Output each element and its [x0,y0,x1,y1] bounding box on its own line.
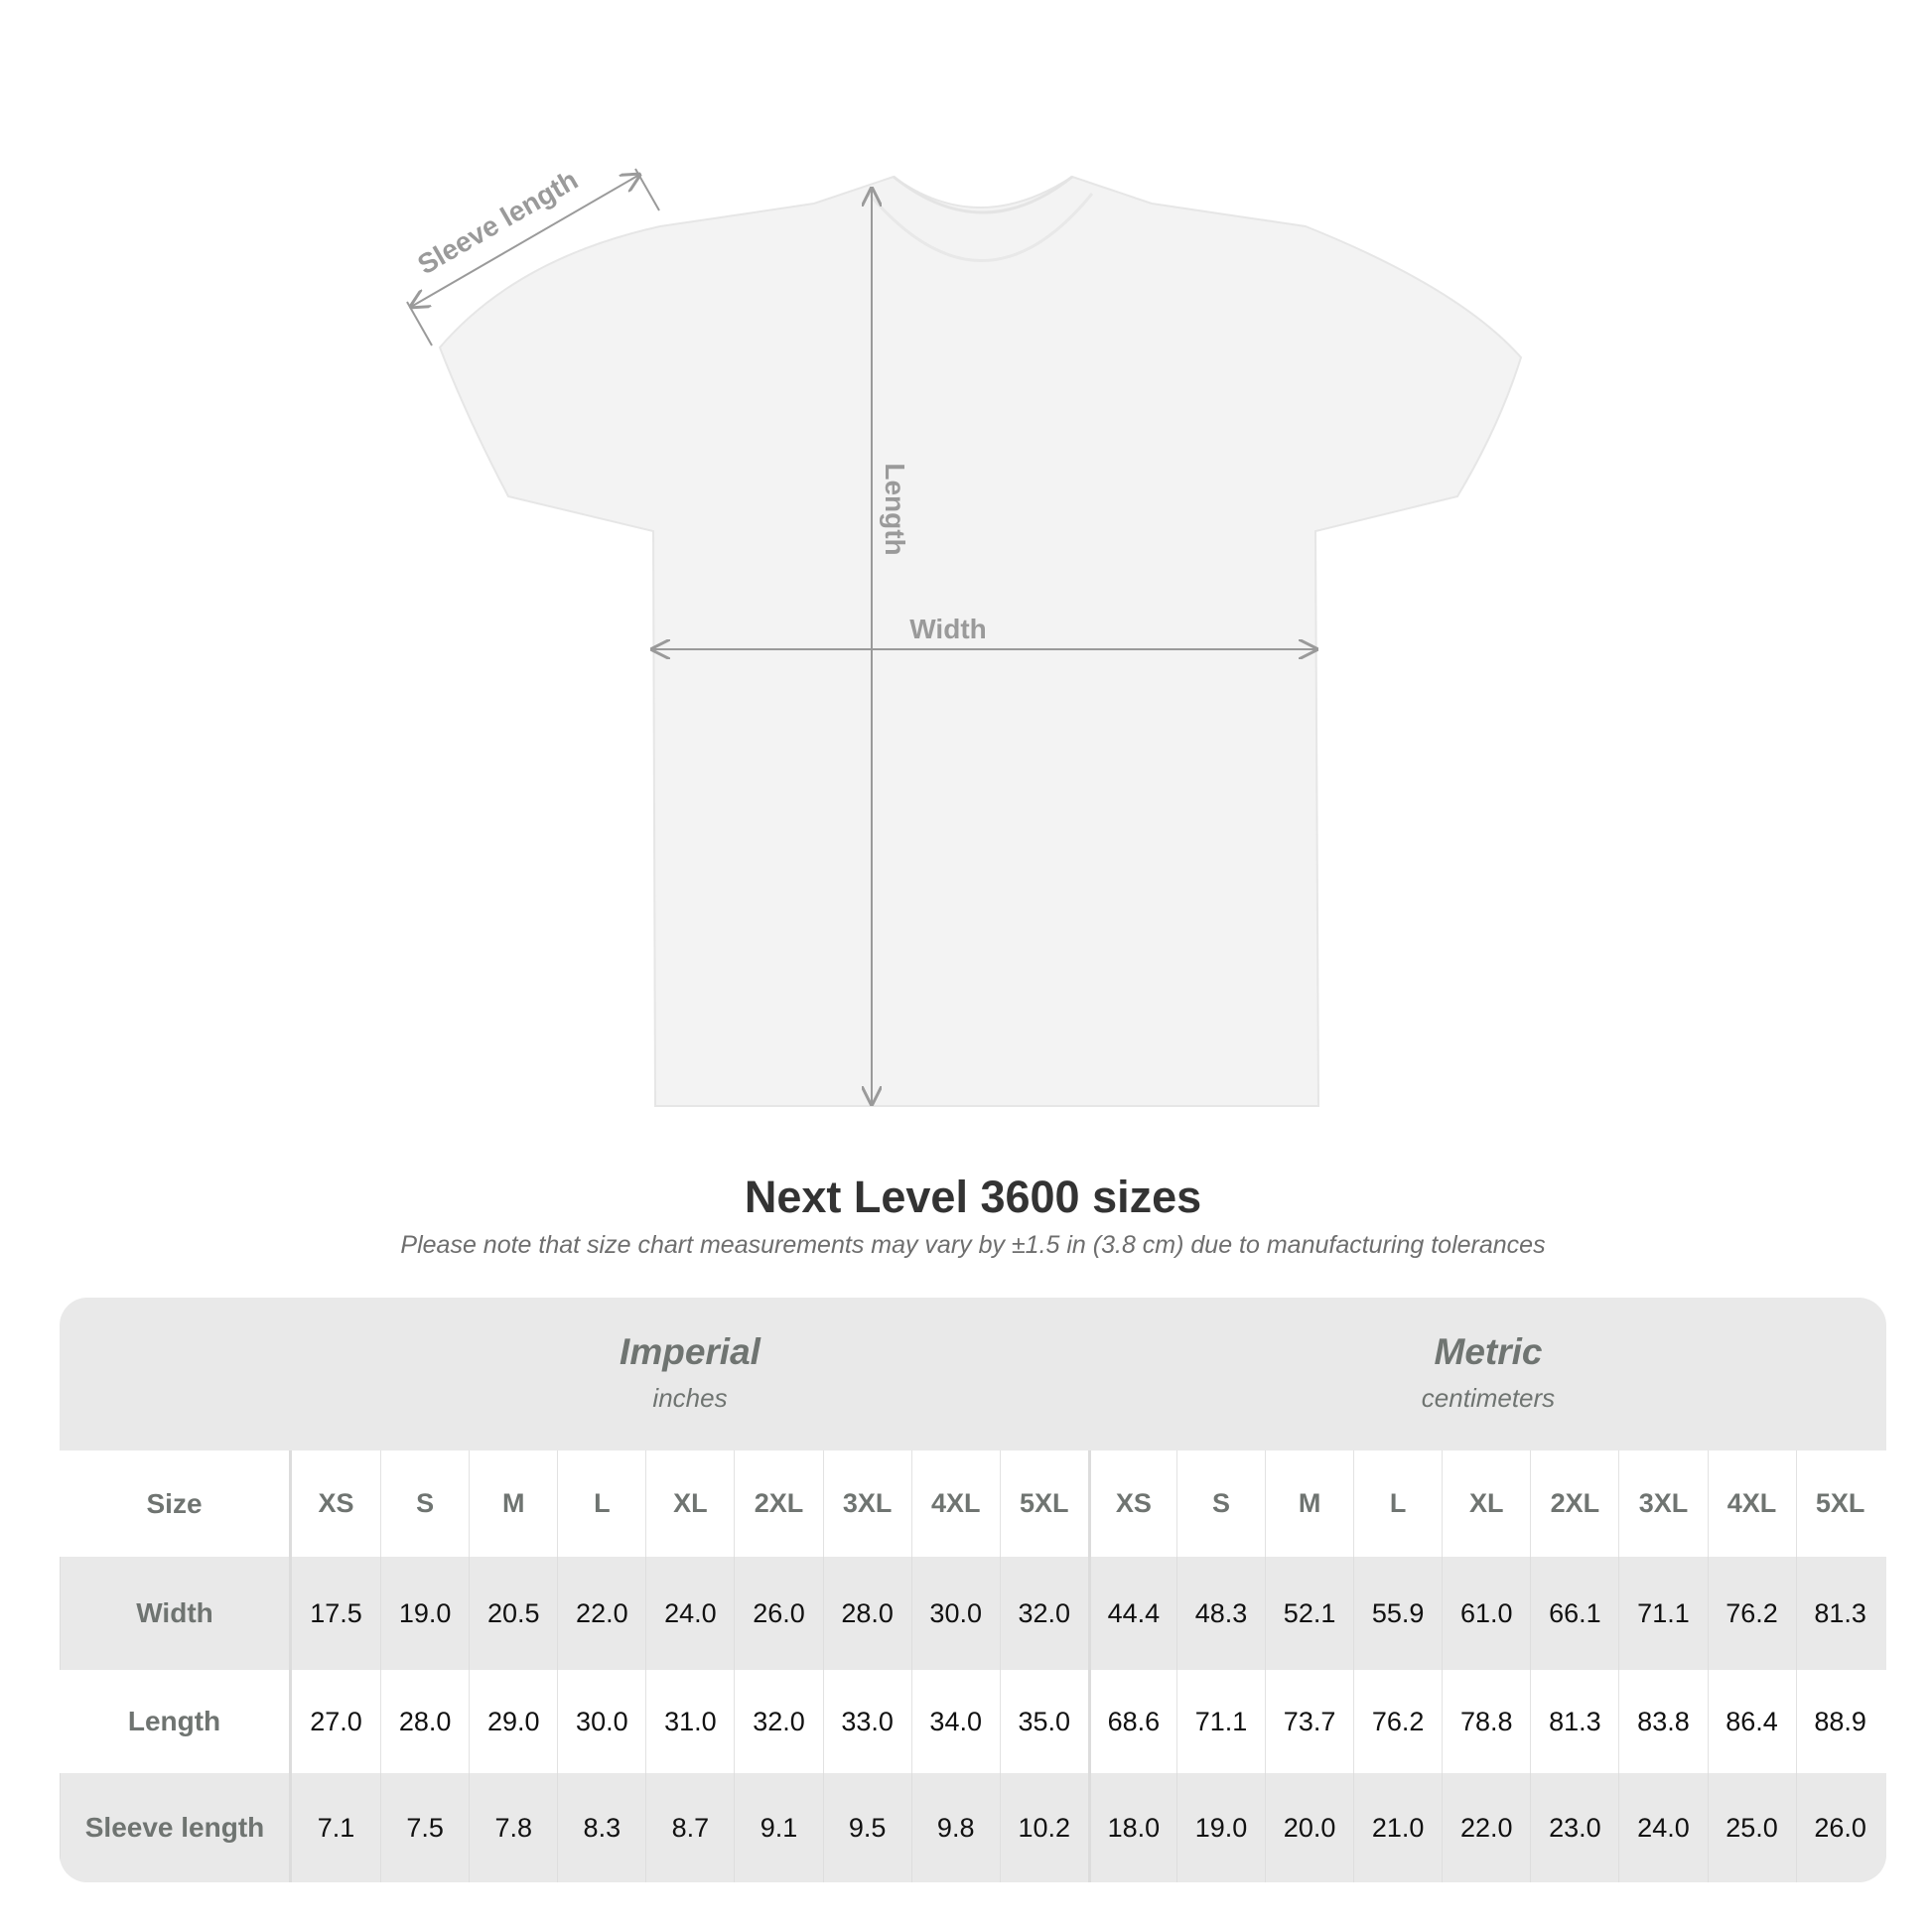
metric-value-cell: 81.3 [1530,1670,1618,1773]
imperial-value-cell: 24.0 [645,1557,734,1670]
table-row: Width 17.5 19.0 20.5 22.0 24.0 26.0 28.0 30.0 32.… [60,1557,1886,1670]
imperial-size-header: L [557,1450,645,1557]
imperial-size-header: 5XL [999,1450,1088,1557]
metric-size-header: XL [1442,1450,1530,1557]
imperial-size-header: XS [318,1488,354,1518]
imperial-unit: inches [652,1383,728,1413]
metric-title: Metric [1434,1331,1543,1372]
imperial-size-header: XL [645,1450,734,1557]
imperial-value-cell: 8.3 [557,1773,645,1882]
imperial-value-cell: 8.7 [645,1773,734,1882]
imperial-value-cell: 7.5 [380,1773,469,1882]
imperial-value-cell: 9.5 [822,1773,911,1882]
metric-value-cell: 48.3 [1175,1557,1265,1670]
imperial-value-cell: 26.0 [734,1557,822,1670]
row-label: Width [60,1557,292,1670]
imperial-value-cell: 7.8 [469,1773,557,1882]
imperial-size-header: S [380,1450,469,1557]
metric-value-cell: 55.9 [1353,1557,1442,1670]
length-label: Length [880,463,910,555]
metric-value-cell: 86.4 [1707,1670,1796,1773]
imperial-value-cell: 30.0 [557,1670,645,1773]
metric-value-cell: 44.4 [1087,1557,1176,1670]
imperial-title: Imperial [620,1331,760,1372]
metric-value-cell: 76.2 [1353,1670,1442,1773]
tolerance-note: Please note that size chart measurements… [400,1231,1546,1259]
metric-value-cell: 23.0 [1530,1773,1618,1882]
imperial-value-cell: 19.0 [380,1557,469,1670]
imperial-value-cell: 9.8 [910,1773,1000,1882]
page-title: Next Level 3600 sizes [744,1172,1202,1222]
metric-size-header: 3XL [1618,1450,1707,1557]
metric-value-cell: 24.0 [1618,1773,1707,1882]
imperial-size-header: 2XL [734,1450,822,1557]
imperial-value-cell: 29.0 [469,1670,557,1773]
metric-value-cell: 61.0 [1442,1557,1530,1670]
metric-size-header: 4XL [1707,1450,1796,1557]
imperial-value-cell: 32.0 [734,1670,822,1773]
imperial-value-cell: 30.0 [910,1557,1000,1670]
imperial-value-cell: 7.1 [317,1812,355,1843]
metric-value-cell: 22.0 [1442,1773,1530,1882]
metric-value-cell: 20.0 [1265,1773,1353,1882]
row-label: Sleeve length [60,1773,292,1882]
metric-value-cell: 66.1 [1530,1557,1618,1670]
size-header-row: Size XS S M L XL 2XL 3XL 4XL 5XL XS S M L XL 2XL 3XL 4XL 5… [60,1450,1886,1557]
row-label: Size [60,1450,292,1557]
metric-value-cell: 21.0 [1353,1773,1442,1882]
metric-size-header: M [1265,1450,1353,1557]
table-row: Sleeve length 7.1 7.5 7.8 8.3 8.7 9.1 9.5 9.8 10.… [60,1773,1886,1882]
imperial-value-cell: 28.0 [380,1670,469,1773]
metric-value-cell: 71.1 [1175,1670,1265,1773]
imperial-value-cell: 33.0 [822,1670,911,1773]
imperial-value-cell: 27.0 [310,1706,362,1736]
metric-value-cell: 83.8 [1618,1670,1707,1773]
imperial-value-cell: 20.5 [469,1557,557,1670]
metric-value-cell: 81.3 [1795,1557,1884,1670]
metric-value-cell: 78.8 [1442,1670,1530,1773]
sleeve-arrow [411,175,639,307]
metric-header: Metric centimeters [1090,1298,1886,1450]
size-table: Imperial inches Metric centimeters Size X… [60,1298,1886,1882]
metric-value-cell: 71.1 [1618,1557,1707,1670]
imperial-value-cell: 35.0 [999,1670,1088,1773]
metric-value-cell: 73.7 [1265,1670,1353,1773]
metric-size-header: 2XL [1530,1450,1618,1557]
metric-value-cell: 68.6 [1087,1670,1176,1773]
metric-value-cell: 25.0 [1707,1773,1796,1882]
metric-value-cell: 19.0 [1175,1773,1265,1882]
table-row: Length 27.0 28.0 29.0 30.0 31.0 32.0 33.0 34.0 35… [60,1670,1886,1773]
imperial-value-cell: 9.1 [734,1773,822,1882]
metric-size-header: 5XL [1795,1450,1884,1557]
imperial-value-cell: 10.2 [999,1773,1088,1882]
imperial-header: Imperial inches [292,1298,1088,1450]
imperial-value-cell: 22.0 [557,1557,645,1670]
imperial-value-cell: 31.0 [645,1670,734,1773]
metric-value-cell: 88.9 [1795,1670,1884,1773]
metric-size-header: XS [1087,1450,1176,1557]
metric-size-header: L [1353,1450,1442,1557]
metric-size-header: S [1175,1450,1265,1557]
imperial-size-header: M [469,1450,557,1557]
imperial-value-cell: 17.5 [310,1597,362,1628]
width-label: Width [909,614,987,644]
imperial-size-header: 4XL [910,1450,1000,1557]
metric-value-cell: 26.0 [1795,1773,1884,1882]
imperial-value-cell: 28.0 [822,1557,911,1670]
row-label: Length [60,1670,292,1773]
metric-unit: centimeters [1421,1383,1556,1413]
imperial-value-cell: 32.0 [999,1557,1088,1670]
metric-value-cell: 18.0 [1087,1773,1176,1882]
imperial-size-header: 3XL [822,1450,911,1557]
metric-value-cell: 52.1 [1265,1557,1353,1670]
metric-value-cell: 76.2 [1707,1557,1796,1670]
imperial-value-cell: 34.0 [910,1670,1000,1773]
